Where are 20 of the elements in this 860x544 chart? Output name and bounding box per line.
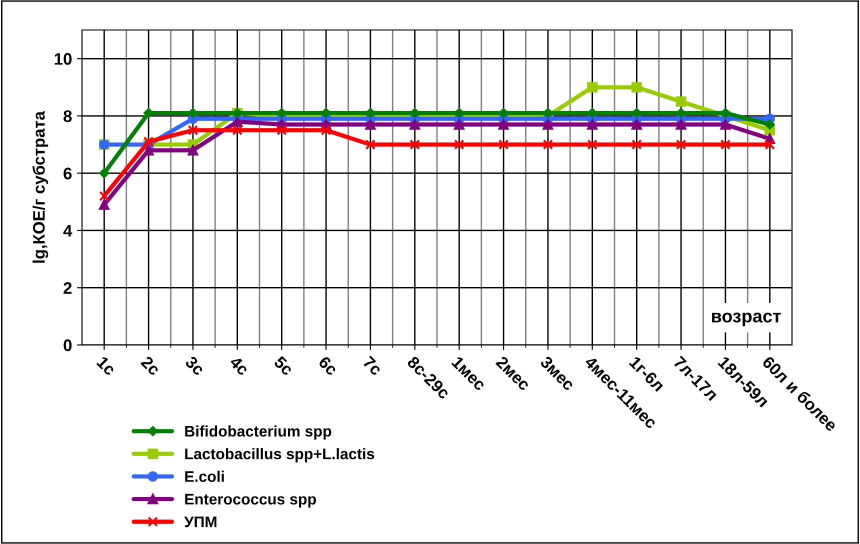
y-tick-label: 4 xyxy=(63,225,72,236)
x-tick-label: 3с xyxy=(184,355,206,376)
x-axis-title: возраст xyxy=(712,312,781,326)
y-tick-label: 10 xyxy=(54,53,72,65)
y-tick-label: 6 xyxy=(64,168,72,180)
x-tick-label: 6с xyxy=(318,355,339,376)
legend-label: Lactobacillus spp+L.lactis xyxy=(185,448,374,462)
legend-label: Bifidobacterium spp xyxy=(185,425,332,440)
y-tick-label: 8 xyxy=(64,110,72,122)
legend-label: Enterococcus spp xyxy=(185,494,316,508)
x-tick-label: 2с xyxy=(140,355,162,376)
legend-label: E.coli xyxy=(185,470,224,482)
y-tick-label: 0 xyxy=(64,339,72,352)
y-axis-title: lg,КОЕ/г субстрата xyxy=(32,110,48,263)
y-tick-label: 2 xyxy=(64,282,72,294)
x-tick-label: 4с xyxy=(228,355,250,376)
x-tick-label: 5с xyxy=(273,356,294,376)
x-tick-label: 1с xyxy=(96,356,117,376)
x-tick-label: 7с xyxy=(362,356,383,376)
legend-label: УПМ xyxy=(184,516,216,528)
